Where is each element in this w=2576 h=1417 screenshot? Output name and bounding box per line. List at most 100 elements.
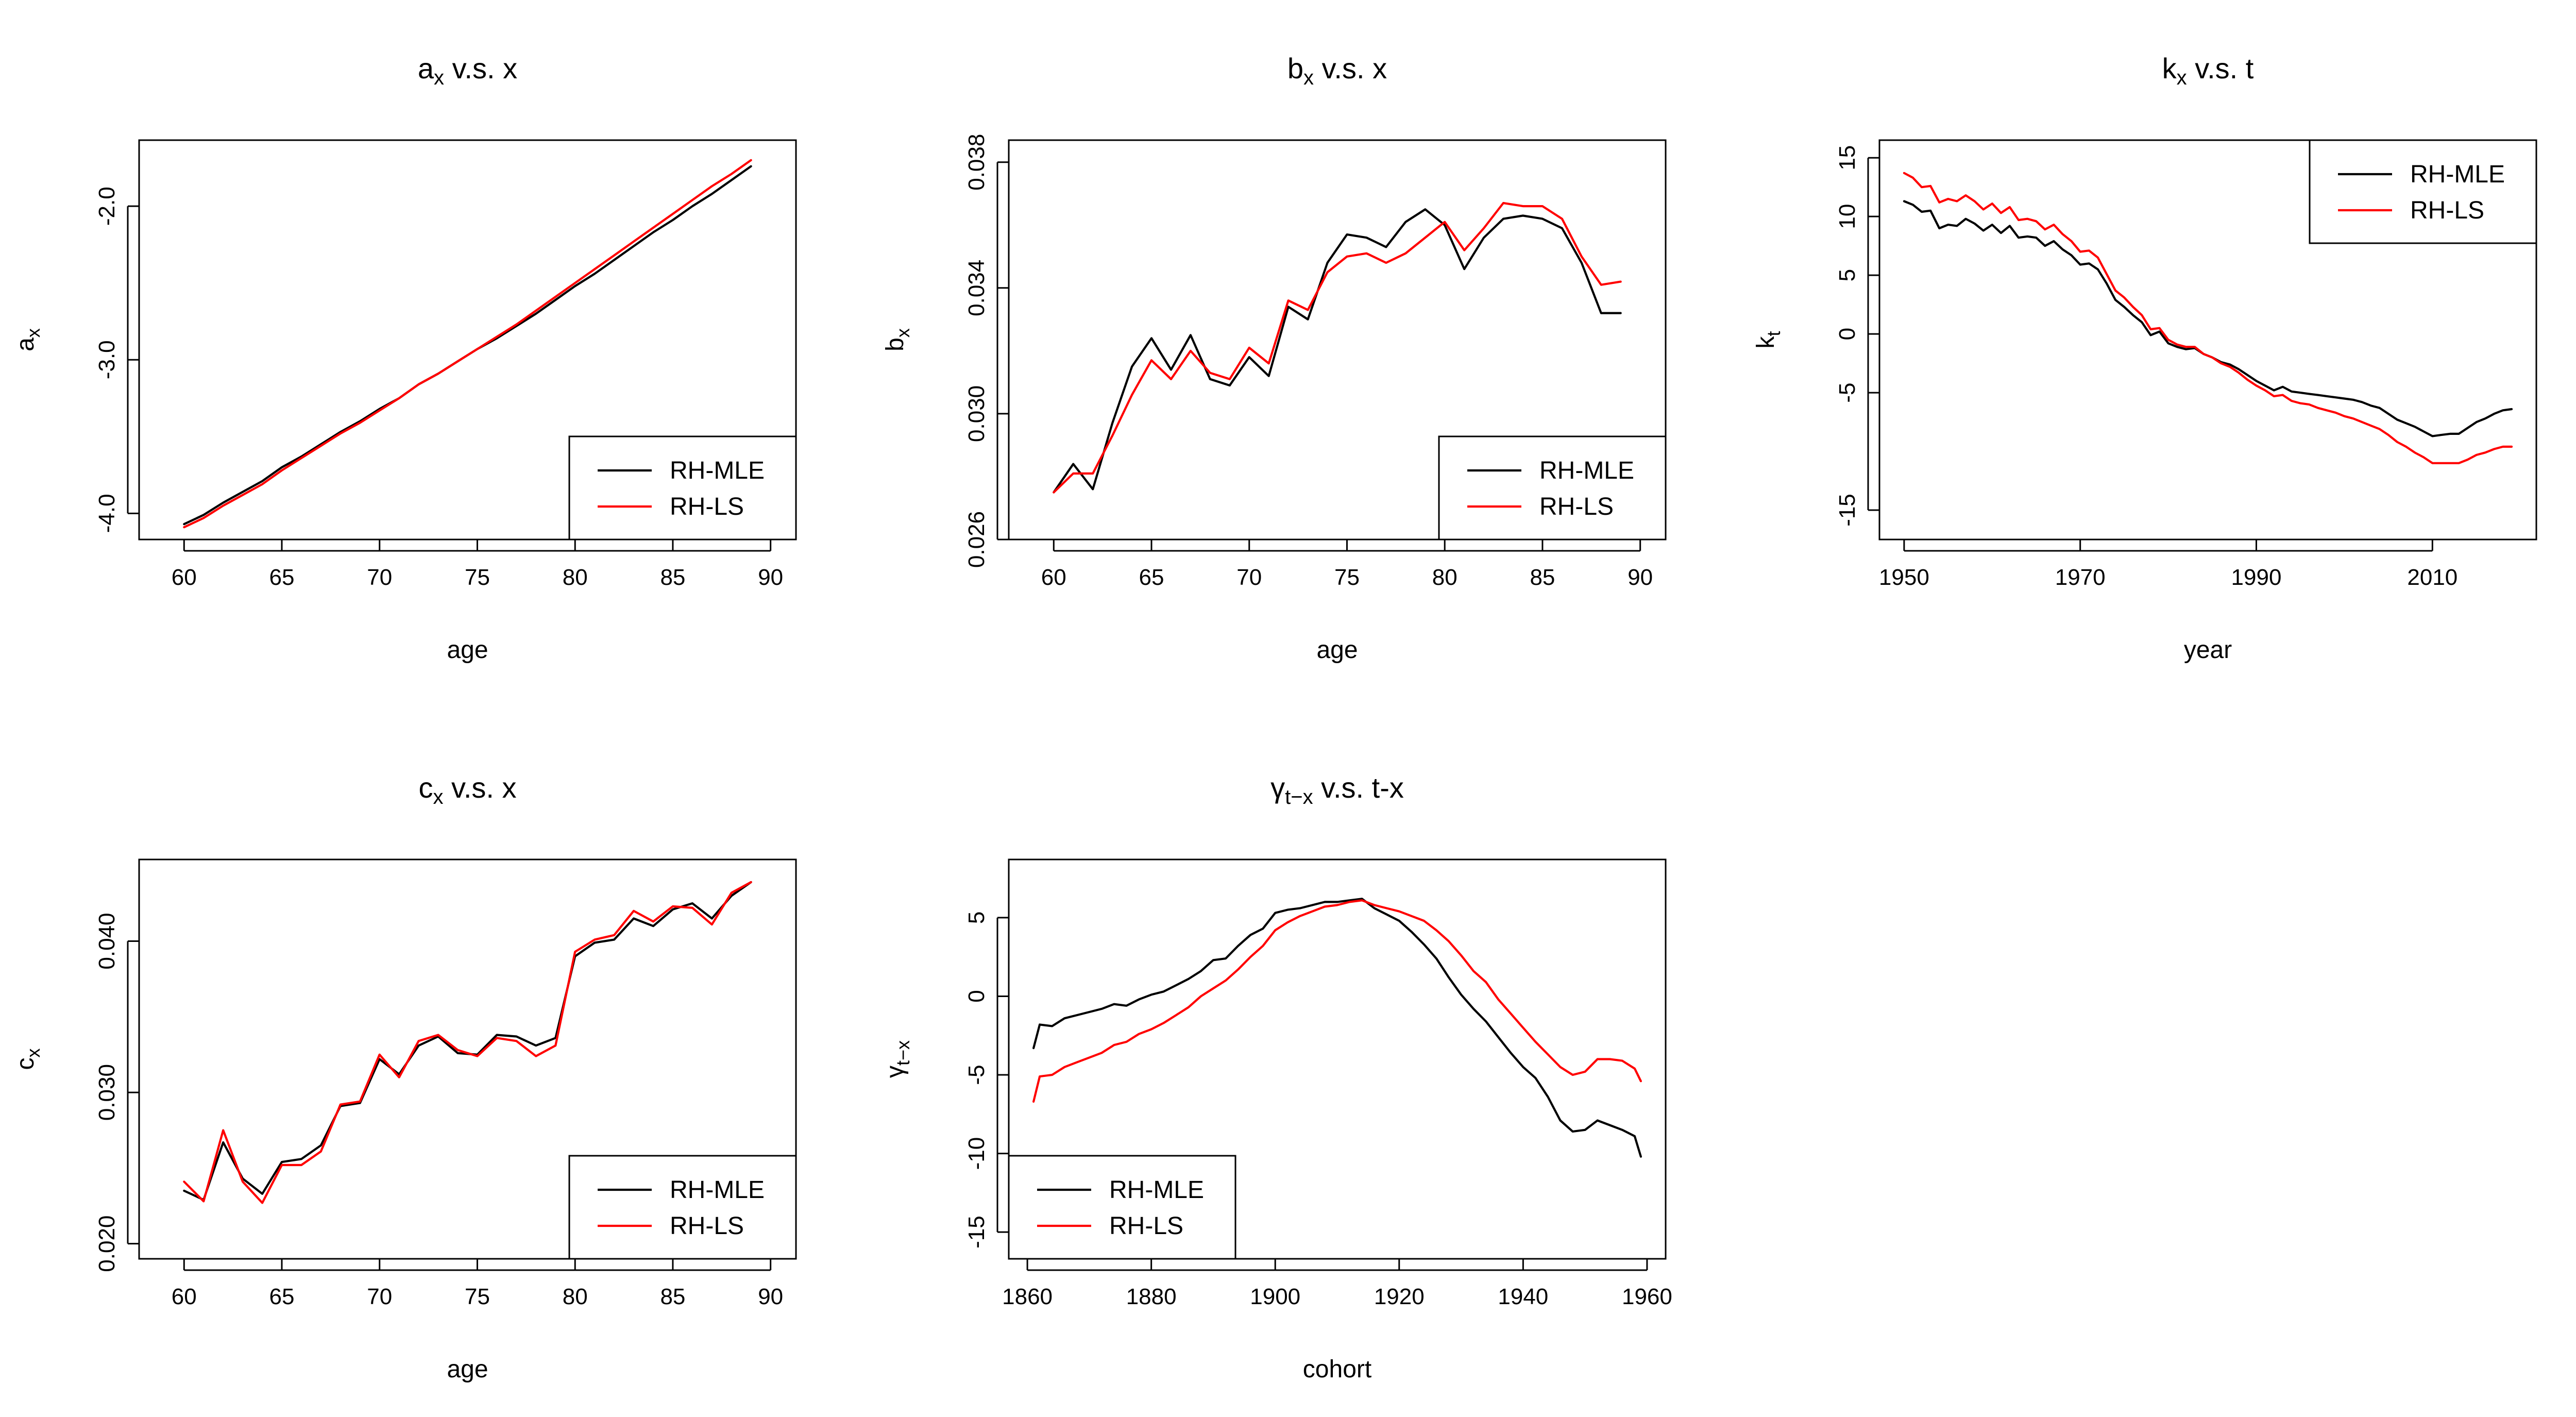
x-tick-label: 90	[758, 565, 783, 590]
x-tick-label: 1920	[1374, 1284, 1425, 1309]
legend-label: RH-MLE	[1539, 457, 1634, 484]
chart-title: cx v.s. x	[418, 771, 516, 808]
chart-title-subscript: x	[2177, 66, 2187, 89]
chart-title-base: k	[2162, 52, 2177, 85]
y-axis-label-base: γ	[882, 1066, 909, 1078]
series-line-rh-ls	[1053, 201, 1622, 494]
x-tick-label: 85	[1530, 565, 1555, 590]
y-tick-label: 0.026	[964, 511, 989, 568]
y-axis-label-base: a	[12, 338, 39, 351]
x-axis-label: year	[2184, 636, 2232, 664]
plot-frame	[138, 139, 797, 541]
x-tick-label: 90	[1628, 565, 1653, 590]
x-tick-label: 1860	[1002, 1284, 1053, 1309]
y-axis-label: γt−x	[882, 1040, 913, 1078]
x-tick-label: 65	[1139, 565, 1164, 590]
plot-frame	[1008, 858, 1667, 1260]
y-axis-label-subscript: x	[23, 328, 44, 338]
y-axis-label: ax	[12, 328, 44, 351]
chart-title-subscript: t−x	[1285, 786, 1313, 808]
y-axis-label-base: b	[882, 338, 909, 351]
legend-label: RH-MLE	[1109, 1176, 1204, 1204]
chart-title-base: a	[418, 52, 434, 85]
y-axis-label-subscript: x	[23, 1049, 44, 1058]
y-tick-label: 0	[964, 990, 989, 1002]
x-tick-label: 1990	[2231, 565, 2282, 590]
legend-label: RH-LS	[2410, 197, 2484, 224]
x-tick-label: 75	[1334, 565, 1360, 590]
x-tick-label: 70	[1236, 565, 1262, 590]
legend-label: RH-MLE	[670, 1176, 765, 1204]
legend-box	[1008, 1155, 1236, 1260]
chart-title-rest: v.s. t	[2187, 52, 2254, 85]
y-axis-label-subscript: t	[1763, 331, 1784, 336]
y-tick-label: -15	[964, 1216, 989, 1249]
legend-label: RH-LS	[1109, 1212, 1183, 1240]
x-tick-label: 80	[1432, 565, 1458, 590]
y-axis-label-base: k	[1752, 336, 1780, 349]
y-tick-label: 0.040	[94, 913, 120, 969]
legend-box	[568, 1155, 797, 1260]
x-tick-label: 70	[367, 1284, 392, 1309]
legend: RH-MLE RH-LS	[2309, 139, 2537, 244]
chart-title-rest: v.s. t-x	[1313, 771, 1404, 804]
plot-frame	[1008, 139, 1667, 541]
y-tick-label: 0.020	[94, 1216, 120, 1272]
chart-panel-1: ax v.s. x60 65 70 75 80 85 90-4.0-3.0-2.0ageax…	[12, 52, 797, 664]
legend: RH-MLE RH-LS	[1438, 435, 1667, 541]
series-line-rh-mle	[1032, 898, 1642, 1158]
x-axis-label: age	[447, 636, 488, 664]
x-tick-label: 75	[465, 565, 490, 590]
chart-title-subscript: x	[1303, 66, 1314, 89]
x-tick-label: 1950	[1879, 565, 1929, 590]
plot-frame	[138, 858, 797, 1260]
x-tick-label: 60	[1041, 565, 1066, 590]
legend-label: RH-LS	[1539, 493, 1614, 520]
x-axis-label: cohort	[1303, 1356, 1371, 1383]
y-tick-label: 0.030	[964, 385, 989, 442]
x-tick-label: 2010	[2407, 565, 2458, 590]
y-tick-label: 0.034	[964, 260, 989, 316]
series-line-rh-ls	[1903, 172, 2513, 464]
chart-title-rest: v.s. x	[1314, 52, 1387, 85]
y-tick-label: -5	[964, 1065, 989, 1085]
x-tick-label: 80	[563, 1284, 588, 1309]
chart-title-subscript: x	[434, 66, 444, 89]
y-axis-label: kt	[1752, 331, 1784, 348]
y-tick-label: -4.0	[94, 494, 120, 533]
legend-label: RH-LS	[670, 1212, 744, 1240]
legend-box	[568, 435, 797, 541]
y-axis-label-base: c	[12, 1058, 39, 1070]
x-tick-label: 85	[660, 1284, 685, 1309]
x-tick-label: 60	[172, 1284, 197, 1309]
y-tick-label: -2.0	[94, 187, 120, 226]
chart-panel-4: cx v.s. x60 65 70 75 80 85 900.0200.0300.040ag…	[12, 771, 797, 1383]
x-tick-label: 65	[269, 1284, 295, 1309]
y-axis-label: cx	[12, 1049, 44, 1070]
legend-label: RH-MLE	[2410, 161, 2505, 188]
x-tick-label: 65	[269, 565, 295, 590]
y-tick-label: -5	[1835, 383, 1860, 403]
x-tick-label: 1960	[1622, 1284, 1672, 1309]
y-tick-label: 0.030	[94, 1064, 120, 1121]
y-axis-label-subscript: t−x	[892, 1040, 913, 1066]
x-tick-label: 1900	[1250, 1284, 1300, 1309]
y-tick-label: -3.0	[94, 340, 120, 379]
x-tick-label: 1970	[2055, 565, 2106, 590]
x-tick-label: 80	[563, 565, 588, 590]
y-tick-label: 15	[1835, 145, 1860, 171]
chart-title: γt−x v.s. t-x	[1270, 771, 1404, 808]
x-tick-label: 75	[465, 1284, 490, 1309]
chart-title-rest: v.s. x	[443, 771, 516, 804]
chart-title-base: b	[1287, 52, 1303, 85]
x-tick-label: 70	[367, 565, 392, 590]
chart-title: bx v.s. x	[1287, 52, 1387, 89]
x-axis-label: age	[1316, 636, 1358, 664]
chart-panel-2: bx v.s. x60 65 70 75 80 85 900.0260.0300.0340.…	[882, 52, 1667, 664]
chart-title-rest: v.s. x	[444, 52, 517, 85]
legend: RH-MLE RH-LS	[568, 435, 797, 541]
